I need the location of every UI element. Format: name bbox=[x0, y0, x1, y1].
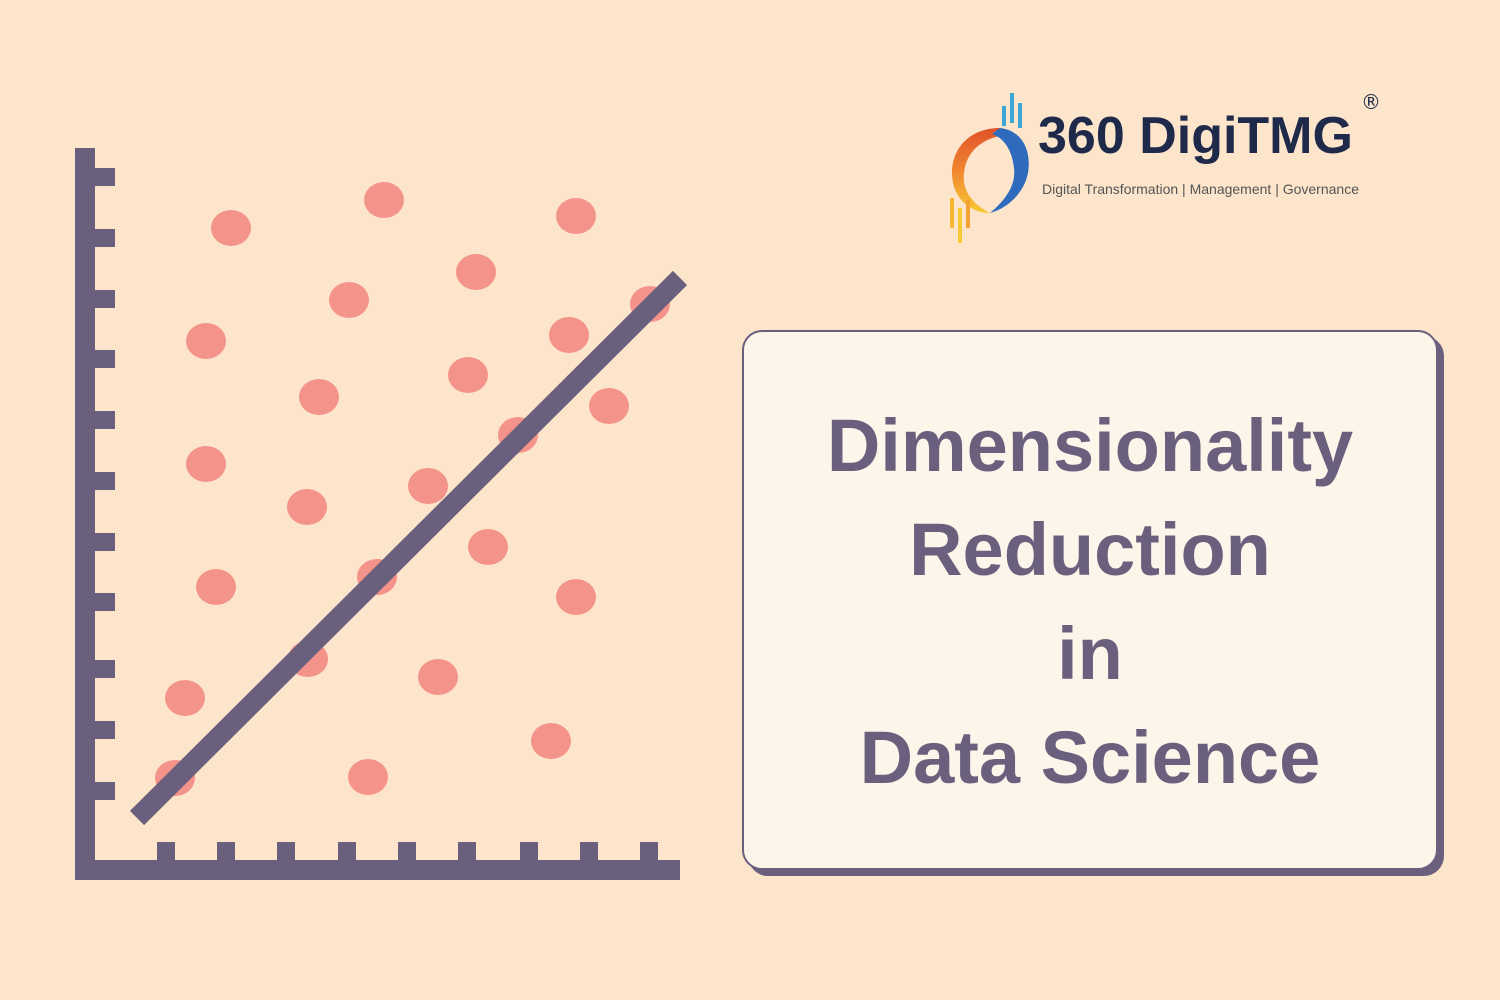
title-card: Dimensionality Reduction in Data Science bbox=[742, 330, 1438, 870]
y-axis-tick bbox=[95, 229, 115, 247]
scatter-dot bbox=[165, 680, 205, 716]
x-axis-tick bbox=[458, 842, 476, 860]
brand-name: 360 DigiTMG bbox=[1038, 107, 1353, 165]
x-axis-tick bbox=[338, 842, 356, 860]
y-axis-tick bbox=[95, 168, 115, 186]
scatter-dot bbox=[589, 388, 629, 424]
x-axis-tick bbox=[157, 842, 175, 860]
scatter-dot bbox=[186, 323, 226, 359]
scatter-dot bbox=[549, 317, 589, 353]
y-axis-tick bbox=[95, 350, 115, 368]
y-axis-tick bbox=[95, 472, 115, 490]
logo: 360 DigiTMG ® Digital Transformation | M… bbox=[940, 88, 1440, 248]
scatter-dot bbox=[186, 446, 226, 482]
logo-mark-icon bbox=[950, 93, 1029, 243]
title-line-3: in bbox=[1057, 612, 1123, 695]
scatter-dot bbox=[408, 468, 448, 504]
scatter-illustration bbox=[75, 148, 688, 880]
logo-text: 360 DigiTMG ® Digital Transformation | M… bbox=[1038, 92, 1381, 198]
y-axis bbox=[75, 148, 95, 880]
y-axis-tick bbox=[95, 411, 115, 429]
scatter-dot bbox=[418, 659, 458, 695]
x-axis-tick bbox=[277, 842, 295, 860]
title-line-1: Dimensionality bbox=[826, 404, 1354, 487]
scatter-dot bbox=[348, 759, 388, 795]
x-axis bbox=[75, 860, 680, 880]
scatter-dot bbox=[329, 282, 369, 318]
scatter-dot bbox=[299, 379, 339, 415]
scatter-dot bbox=[556, 579, 596, 615]
y-axis-tick bbox=[95, 782, 115, 800]
scatter-dot bbox=[556, 198, 596, 234]
brand-row: 360 DigiTMG ® bbox=[1038, 92, 1381, 166]
scatter-dot bbox=[531, 723, 571, 759]
x-axis-tick bbox=[640, 842, 658, 860]
scatter-dot bbox=[468, 529, 508, 565]
scatter-dot bbox=[448, 357, 488, 393]
y-axis-tick bbox=[95, 721, 115, 739]
scatter-dot bbox=[211, 210, 251, 246]
regression-line bbox=[129, 270, 688, 826]
x-axis-tick bbox=[580, 842, 598, 860]
x-axis-tick bbox=[398, 842, 416, 860]
scatter-dot bbox=[456, 254, 496, 290]
title-line-4: Data Science bbox=[859, 716, 1321, 799]
y-axis-tick bbox=[95, 660, 115, 678]
y-axis-tick bbox=[95, 533, 115, 551]
registered-mark: ® bbox=[1360, 90, 1381, 114]
scatter-dot bbox=[364, 182, 404, 218]
scatter-dot bbox=[196, 569, 236, 605]
x-axis-tick bbox=[217, 842, 235, 860]
y-axis-tick bbox=[95, 593, 115, 611]
scatter-dot bbox=[287, 489, 327, 525]
title-line-2: Reduction bbox=[909, 508, 1271, 591]
brand-tagline: Digital Transformation | Management | Go… bbox=[1042, 181, 1359, 197]
x-axis-tick bbox=[520, 842, 538, 860]
y-axis-tick bbox=[95, 290, 115, 308]
